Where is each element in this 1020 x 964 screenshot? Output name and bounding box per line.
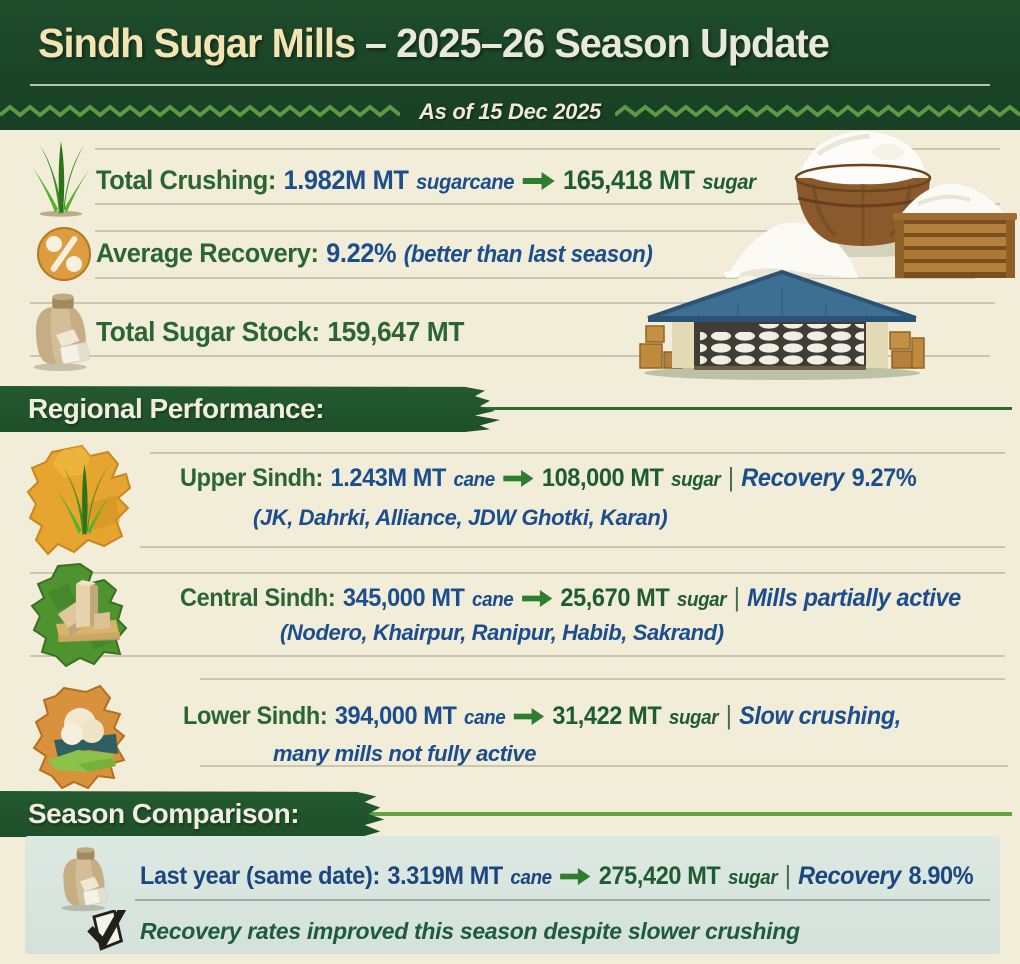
total-crushing-cane-unit: sugarcane <box>416 169 515 194</box>
ruled-line <box>95 203 1000 205</box>
ruled-line <box>95 277 975 279</box>
last-year-recovery-label: Recovery <box>798 862 901 890</box>
upper-sindh-recovery-value: 9.27% <box>851 464 917 492</box>
upper-sindh-name: Upper Sindh: <box>180 464 324 492</box>
upper-sindh-cane-unit: cane <box>453 469 496 491</box>
total-crushing-cane-value: 1.982M MT <box>283 165 409 195</box>
arrow-right-icon <box>521 590 552 607</box>
ruled-line <box>30 572 1005 574</box>
upper-sindh-mills-list: (JK, Dahrki, Alliance, JDW Ghotki, Karan… <box>253 505 668 530</box>
zigzag-left-decoration <box>0 104 400 118</box>
lower-sindh-map-icon <box>32 684 126 790</box>
divider-bar: | <box>733 584 740 612</box>
divider-bar: | <box>784 862 791 890</box>
central-sindh-cane-value: 345,000 MT <box>342 584 465 612</box>
arrow-right-icon <box>503 470 534 487</box>
upper-sindh-map-icon <box>26 444 132 556</box>
regional-performance-heading: Regional Performance: <box>28 393 325 424</box>
checkmark-icon <box>87 910 127 951</box>
lower-sindh-row: Lower Sindh: 394,000 MT cane 31,422 MT s… <box>183 702 901 731</box>
sugar-warehouse-illustration <box>639 270 925 380</box>
ruled-line <box>95 230 995 232</box>
central-sindh-sugar-value: 25,670 MT <box>560 584 670 612</box>
percent-icon <box>37 227 91 281</box>
sugarcane-icon <box>31 141 91 217</box>
ruled-line <box>30 655 1005 657</box>
sugar-baskets-illustration <box>724 131 1017 282</box>
central-sindh-name: Central Sindh: <box>180 584 336 612</box>
total-crushing-sugar-value: 165,418 MT <box>563 165 695 195</box>
lower-sindh-cane-value: 394,000 MT <box>334 702 457 730</box>
season-comparison-ribbon: Season Comparison: <box>0 791 385 837</box>
title-underline <box>30 84 990 86</box>
regional-performance-ribbon: Regional Performance: <box>0 386 500 432</box>
average-recovery-note: (better than last season) <box>403 241 653 268</box>
as-of-date: As of 15 Dec 2025 <box>418 99 601 124</box>
upper-sindh-sugar-unit: sugar <box>671 469 721 491</box>
total-crushing-row: Total Crushing: 1.982M MT sugarcane 165,… <box>96 165 756 196</box>
sugar-stock-row: Total Sugar Stock: 159,647 MT <box>96 316 464 348</box>
sugar-stock-label: Total Sugar Stock: <box>96 316 320 347</box>
page-title-rest: – 2025–26 Season Update <box>364 20 830 66</box>
ruled-line <box>150 452 1005 454</box>
ruled-line <box>30 302 995 304</box>
season-comparison-heading: Season Comparison: <box>28 798 300 829</box>
upper-sindh-cane-value: 1.243M MT <box>330 464 447 492</box>
central-sindh-status: Mills partially active <box>747 584 961 612</box>
upper-sindh-row: Upper Sindh: 1.243M MT cane 108,000 MT s… <box>180 464 917 493</box>
ruled-line <box>30 355 990 357</box>
central-sindh-sugar-unit: sugar <box>676 589 727 611</box>
zigzag-right-decoration <box>615 104 1020 118</box>
sugar-stock-value: 159,647 MT <box>327 316 465 347</box>
ruled-line <box>95 148 1000 150</box>
central-sindh-cane-unit: cane <box>472 589 514 611</box>
regional-heading-line <box>480 407 1012 410</box>
upper-sindh-recovery-label: Recovery <box>741 464 845 492</box>
last-year-cane-unit: cane <box>510 867 552 889</box>
last-year-row: Last year (same date): 3.319M MT cane 27… <box>140 862 974 891</box>
average-recovery-label: Average Recovery: <box>96 238 319 268</box>
page-title-main: Sindh Sugar Mills <box>38 20 356 66</box>
divider-bar: | <box>725 702 732 730</box>
last-year-label: Last year (same date): <box>140 862 380 890</box>
divider-bar: | <box>727 464 734 492</box>
season-comparison-panel <box>25 836 1000 954</box>
central-sindh-mills-list: (Nodero, Khairpur, Ranipur, Habib, Sakra… <box>280 620 724 645</box>
arrow-right-icon <box>522 171 555 190</box>
ruled-line <box>200 765 1008 767</box>
page-title: Sindh Sugar Mills – 2025–26 Season Update <box>38 20 830 67</box>
header-banner: Sindh Sugar Mills – 2025–26 Season Update… <box>0 0 1020 130</box>
total-crushing-sugar-unit: sugar <box>702 169 756 194</box>
total-crushing-label: Total Crushing: <box>96 165 276 195</box>
last-year-sugar-value: 275,420 MT <box>598 862 721 890</box>
ruled-line <box>140 546 1005 548</box>
sugar-sack-icon <box>61 847 108 912</box>
upper-sindh-sugar-value: 108,000 MT <box>541 464 664 492</box>
comparison-heading-line <box>368 812 1012 816</box>
lower-sindh-sugar-value: 31,422 MT <box>552 702 662 730</box>
central-sindh-map-icon <box>30 562 128 668</box>
last-year-sugar-unit: sugar <box>727 867 778 889</box>
lower-sindh-sugar-unit: sugar <box>668 707 719 729</box>
as-of-band: As of 15 Dec 2025 <box>0 94 1020 130</box>
average-recovery-row: Average Recovery: 9.22% (better than las… <box>96 238 653 269</box>
season-note: Recovery rates improved this season desp… <box>140 918 800 944</box>
central-sindh-row: Central Sindh: 345,000 MT cane 25,670 MT… <box>180 584 961 613</box>
ruled-line <box>200 678 1005 680</box>
lower-sindh-status-line2: many mills not fully active <box>273 741 537 766</box>
last-year-recovery-value: 8.90% <box>908 862 974 890</box>
last-year-cane-value: 3.319M MT <box>387 862 503 890</box>
panel-divider-line <box>135 899 990 901</box>
lower-sindh-name: Lower Sindh: <box>183 702 328 730</box>
arrow-right-icon <box>560 868 591 885</box>
lower-sindh-status-line1: Slow crushing, <box>739 702 901 730</box>
average-recovery-value: 9.22% <box>326 238 397 268</box>
arrow-right-icon <box>513 708 544 725</box>
lower-sindh-cane-unit: cane <box>464 707 506 729</box>
sugar-sack-icon <box>33 293 90 372</box>
